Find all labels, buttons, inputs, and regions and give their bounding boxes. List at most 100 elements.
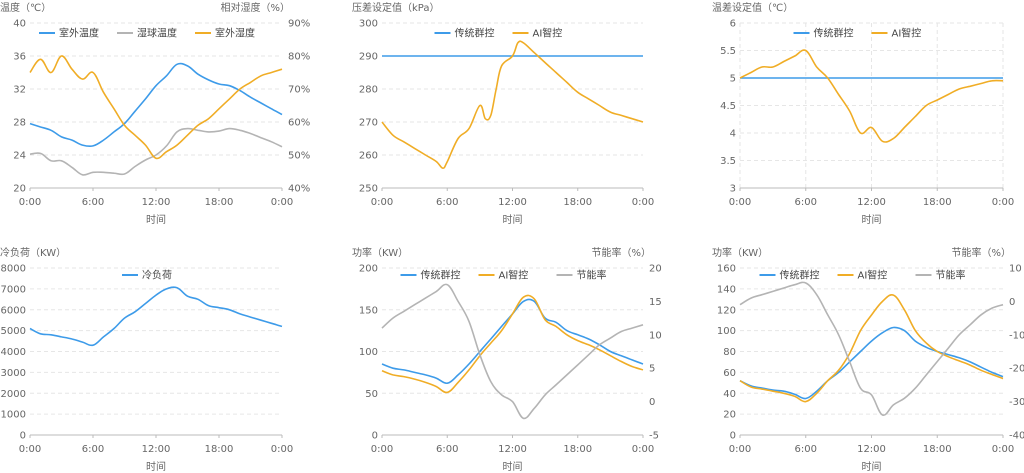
chart-panel-4: 冷负荷（KW） 0 1000 2000 3000 4000 5000 6000 7000 8000…	[0, 246, 293, 473]
y-axis-title-right: 节能率（%）	[951, 246, 1011, 259]
y-tick-label-right: 0	[1009, 297, 1015, 308]
y-tick-label-left: 260	[359, 151, 378, 162]
x-tick-label: 18:00	[563, 197, 592, 208]
series-line-1	[29, 62, 283, 148]
legend-label: 节能率	[577, 269, 607, 282]
y-tick-label-left: 290	[359, 52, 378, 63]
y-tick-label-left: 100	[359, 347, 378, 358]
y-tick-label-right: 20	[649, 264, 662, 275]
chart-panel-2: 压差设定值（kPa） 250 260 270 280 290 300 0:00 6:00 12:0…	[352, 1, 654, 226]
legend-label: 节能率	[936, 269, 966, 282]
x-axis-title: 时间	[146, 213, 166, 226]
legend-item-1[interactable]: 冷负荷	[122, 269, 172, 282]
legend-label: AI智控	[892, 27, 922, 40]
series-line-2	[739, 49, 1004, 143]
x-tick-label: 0:00	[371, 444, 393, 455]
y-tick-label-right: -5	[649, 431, 659, 442]
y-tick-label-right: 10	[649, 330, 662, 341]
y-tick-label-right: 80%	[288, 52, 310, 63]
y-tick-label-left: 6	[730, 19, 736, 30]
x-tick-label: 6:00	[436, 197, 458, 208]
y-tick-label-right: 0	[649, 397, 655, 408]
legend-item-3[interactable]: 室外湿度	[195, 27, 255, 40]
y-tick-label-left: 8000	[1, 264, 26, 275]
x-tick-label: 0:00	[632, 444, 654, 455]
legend-label: 传统群控	[455, 27, 495, 40]
legend-item-2[interactable]: 湿球温度	[117, 27, 177, 40]
x-tick-label: 0:00	[371, 197, 393, 208]
y-tick-label-left: 4	[730, 129, 736, 140]
legend-item-3[interactable]: 节能率	[556, 269, 607, 282]
legend-label: AI智控	[499, 269, 529, 282]
y-tick-label-left: 4000	[1, 347, 26, 358]
legend-item-2[interactable]: AI智控	[837, 269, 888, 282]
legend-label: 室外湿度	[215, 27, 255, 40]
y-tick-label-right: 40%	[288, 184, 310, 195]
legend-item-1[interactable]: 传统群控	[434, 27, 495, 40]
y-tick-label-left: 40	[723, 389, 736, 400]
legend-item-1[interactable]: 传统群控	[793, 27, 854, 40]
legend-label: 冷负荷	[142, 269, 172, 282]
x-tick-label: 12:00	[857, 444, 886, 455]
y-axis-title-left: 温度（℃）	[0, 1, 51, 14]
chart-panel-6: 功率（KW） 节能率（%）020406080100120140160-40-30-…	[712, 246, 1024, 473]
y-tick-label-left: 3000	[1, 368, 26, 379]
y-tick-label-right: 5	[649, 364, 655, 375]
y-tick-label-left: 0	[20, 431, 26, 442]
y-tick-label-left: 20	[723, 410, 736, 421]
series-line-1	[739, 326, 1004, 400]
y-tick-label-right: -30	[1009, 397, 1024, 408]
legend-label: 湿球温度	[137, 27, 177, 40]
legend-label: 传统群控	[421, 269, 461, 282]
y-tick-label-left: 80	[723, 347, 736, 358]
y-tick-label-left: 150	[359, 305, 378, 316]
legend-item-2[interactable]: AI智控	[871, 27, 922, 40]
y-tick-label-left: 24	[13, 151, 26, 162]
y-tick-label-left: 5000	[1, 326, 26, 337]
x-tick-label: 12:00	[498, 197, 527, 208]
chart-panel-5: 功率（KW） 节能率（%） 0 50 100 150 200 -5 0 5 10 15 20 0:00 6:…	[352, 246, 662, 473]
y-tick-label-right: 50%	[288, 151, 310, 162]
x-tick-label: 12:00	[857, 197, 886, 208]
x-tick-label: 0:00	[271, 444, 293, 455]
x-tick-label: 6:00	[795, 197, 817, 208]
legend-label: 室外温度	[59, 27, 99, 40]
x-tick-label: 18:00	[923, 197, 952, 208]
chart-panel-3: 温差设定值（℃） 3 3.5 4 4.5 5 5.5 6 0:00 6:00 12:00 18:00 0…	[712, 1, 1014, 226]
x-tick-label: 0:00	[19, 197, 41, 208]
y-tick-label-left: 140	[717, 284, 736, 295]
y-tick-label-left: 0	[730, 431, 736, 442]
y-tick-label-left: 50	[365, 389, 378, 400]
legend-item-1[interactable]: 传统群控	[400, 269, 461, 282]
y-tick-label-right: 10	[1009, 264, 1022, 275]
legend-item-2[interactable]: AI智控	[512, 27, 563, 40]
x-tick-label: 18:00	[205, 444, 234, 455]
x-tick-label: 18:00	[563, 444, 592, 455]
legend-item-1[interactable]: 室外温度	[39, 27, 99, 40]
x-tick-label: 12:00	[142, 197, 171, 208]
legend-item-3[interactable]: 节能率	[915, 269, 966, 282]
legend-item-2[interactable]: AI智控	[478, 269, 529, 282]
x-tick-label: 6:00	[82, 197, 104, 208]
y-tick-label-left: 160	[717, 264, 736, 275]
y-tick-label-left: 7000	[1, 284, 26, 295]
y-axis-title-left: 功率（KW）	[352, 246, 408, 259]
y-tick-label-left: 28	[13, 118, 26, 129]
x-tick-label: 0:00	[632, 197, 654, 208]
legend-label: 传统群控	[814, 27, 854, 40]
series-line-3	[381, 283, 644, 420]
y-tick-label-left: 300	[359, 19, 378, 30]
x-tick-label: 0:00	[729, 444, 751, 455]
legend-label: 传统群控	[780, 269, 820, 282]
y-tick-label-right: 90%	[288, 19, 310, 30]
x-tick-label: 0:00	[271, 197, 293, 208]
series-line-2	[381, 294, 644, 394]
y-tick-label-left: 120	[717, 305, 736, 316]
series-line-3	[29, 55, 283, 160]
legend-item-1[interactable]: 传统群控	[759, 269, 820, 282]
y-axis-title-right: 相对湿度（%）	[220, 1, 290, 14]
y-tick-label-left: 5.5	[720, 46, 736, 57]
y-tick-label-left: 32	[13, 85, 26, 96]
series-line-2	[739, 293, 1004, 403]
